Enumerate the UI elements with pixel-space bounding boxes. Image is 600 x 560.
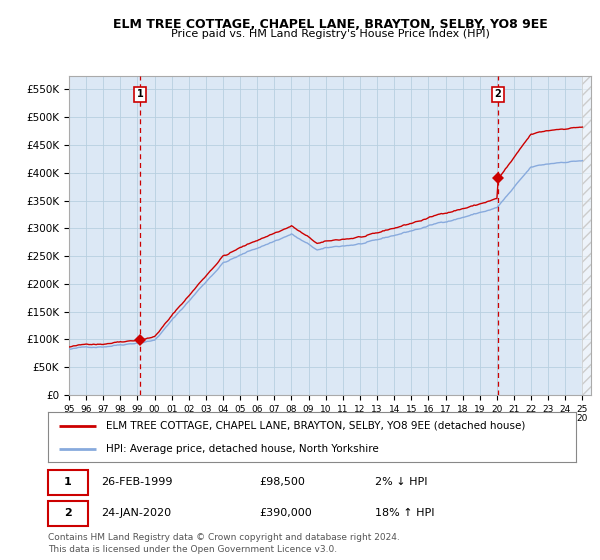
Text: ELM TREE COTTAGE, CHAPEL LANE, BRAYTON, SELBY, YO8 9EE: ELM TREE COTTAGE, CHAPEL LANE, BRAYTON, … — [113, 18, 547, 31]
Text: Price paid vs. HM Land Registry's House Price Index (HPI): Price paid vs. HM Land Registry's House … — [170, 29, 490, 39]
Text: £390,000: £390,000 — [259, 508, 312, 518]
Text: 26-FEB-1999: 26-FEB-1999 — [101, 477, 172, 487]
Text: 2% ↓ HPI: 2% ↓ HPI — [376, 477, 428, 487]
Text: 2: 2 — [494, 90, 502, 100]
Text: 18% ↑ HPI: 18% ↑ HPI — [376, 508, 435, 518]
Text: 1: 1 — [137, 90, 143, 100]
Text: £98,500: £98,500 — [259, 477, 305, 487]
Text: 24-JAN-2020: 24-JAN-2020 — [101, 508, 171, 518]
Text: ELM TREE COTTAGE, CHAPEL LANE, BRAYTON, SELBY, YO8 9EE (detached house): ELM TREE COTTAGE, CHAPEL LANE, BRAYTON, … — [106, 421, 526, 431]
Text: 1: 1 — [64, 477, 71, 487]
FancyBboxPatch shape — [48, 470, 88, 494]
Text: 2: 2 — [64, 508, 71, 518]
FancyBboxPatch shape — [48, 501, 88, 525]
Text: HPI: Average price, detached house, North Yorkshire: HPI: Average price, detached house, Nort… — [106, 445, 379, 454]
Text: Contains HM Land Registry data © Crown copyright and database right 2024.
This d: Contains HM Land Registry data © Crown c… — [48, 533, 400, 554]
